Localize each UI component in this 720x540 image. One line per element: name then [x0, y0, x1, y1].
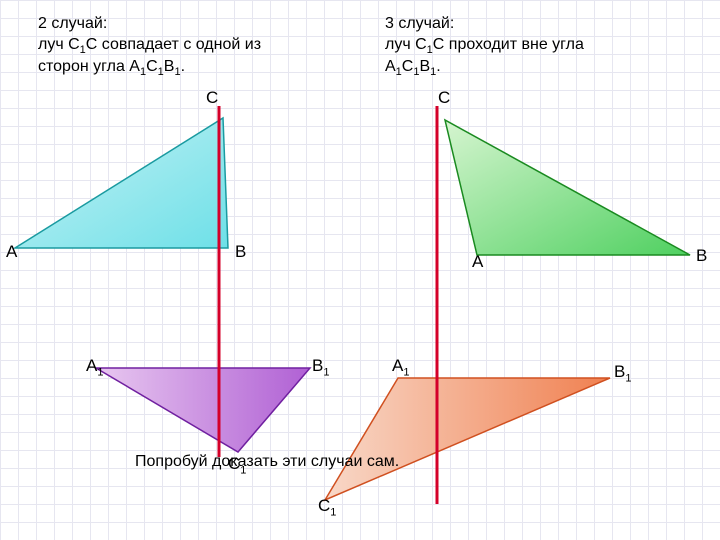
label-A1-left: А1 [86, 356, 103, 378]
label-B-right: В [696, 246, 707, 266]
label-A1-right: А1 [392, 356, 409, 378]
label-C-left: С [206, 88, 218, 108]
cyan-triangle [15, 118, 228, 248]
green-triangle [445, 120, 690, 255]
label-A-right: А [472, 252, 483, 272]
label-B-left: В [235, 242, 246, 262]
footer-text: Попробуй доказать эти случаи сам. [135, 452, 399, 473]
orange-triangle [325, 378, 610, 500]
purple-triangle [96, 368, 310, 452]
label-C1-right: С1 [318, 496, 336, 518]
label-A-left: А [6, 242, 17, 262]
label-C-right: С [438, 88, 450, 108]
label-B1-left: В1 [312, 356, 329, 378]
label-B1-right: В1 [614, 362, 631, 384]
